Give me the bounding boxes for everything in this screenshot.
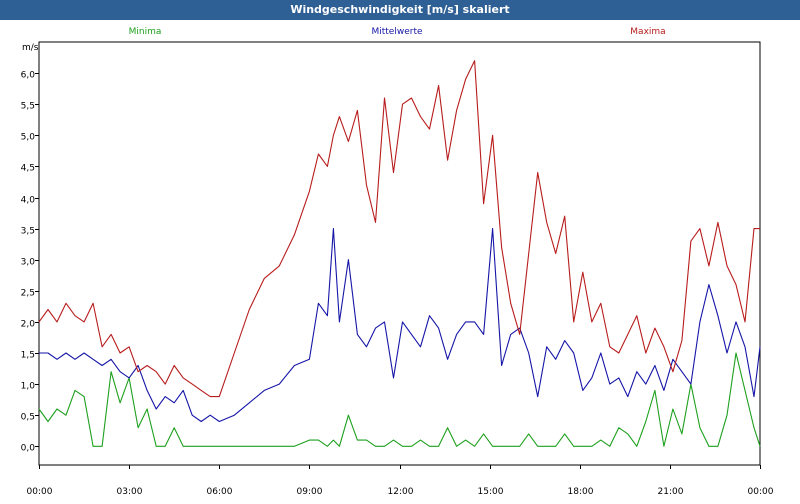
legend: Minima Mittelwerte Maxima	[129, 27, 666, 37]
series-line-mittelwerte	[39, 228, 761, 423]
series-line-minima	[38, 352, 761, 447]
y-tick-label: 1,5	[21, 351, 35, 361]
series-line-maxima	[38, 60, 760, 398]
plot-frame	[38, 41, 761, 466]
x-tick-time-label: 09:00	[297, 487, 323, 497]
y-tick-label: 4,0	[21, 196, 36, 206]
legend-label-mittelwerte: Mittelwerte	[371, 27, 422, 37]
x-tick-time-label: 12:00	[388, 487, 414, 497]
x-tick-time-label: 18:00	[568, 487, 594, 497]
y-tick-label: 5,5	[21, 102, 35, 112]
y-tick-label: 5,0	[21, 133, 36, 143]
line-chart: 0,0 0,5 1,0 1,5 2,0 2,5 3,0 3,5 4,0 4,5 5,0 5,5 6,0 m…	[21, 27, 774, 497]
y-tick-label: 0,0	[21, 444, 36, 454]
chart-area: 0,0 0,5 1,0 1,5 2,0 2,5 3,0 3,5 4,0 4,5 5,0 5,5 6,0 m…	[0, 20, 800, 500]
x-tick-time-label: 06:00	[207, 487, 233, 497]
legend-label-maxima: Maxima	[630, 27, 665, 37]
y-tick-label: 0,5	[21, 413, 35, 423]
x-tick-time-label: 21:00	[658, 487, 684, 497]
x-tick-time-label: 15:00	[478, 487, 504, 497]
y-tick-label: 2,0	[21, 320, 36, 330]
chart-title: Windgeschwindigkeit [m/s] skaliert	[0, 0, 800, 20]
x-tick-time-label: 00:00	[27, 487, 53, 497]
axes: 0,0 0,5 1,0 1,5 2,0 2,5 3,0 3,5 4,0 4,5 5,0 5,5 6,0 m…	[21, 41, 774, 497]
y-tick-label: 6,0	[21, 71, 36, 81]
y-axis-label: m/s	[22, 43, 39, 53]
y-tick-label: 3,5	[21, 227, 35, 237]
y-tick-label: 1,0	[21, 382, 36, 392]
x-tick-time-label: 03:00	[117, 487, 143, 497]
y-tick-label: 3,0	[21, 258, 36, 268]
y-tick-label: 4,5	[21, 164, 35, 174]
series-lines	[38, 60, 761, 447]
legend-label-minima: Minima	[129, 27, 162, 37]
x-tick-time-label: 00:00	[748, 487, 774, 497]
y-tick-label: 2,5	[21, 289, 35, 299]
